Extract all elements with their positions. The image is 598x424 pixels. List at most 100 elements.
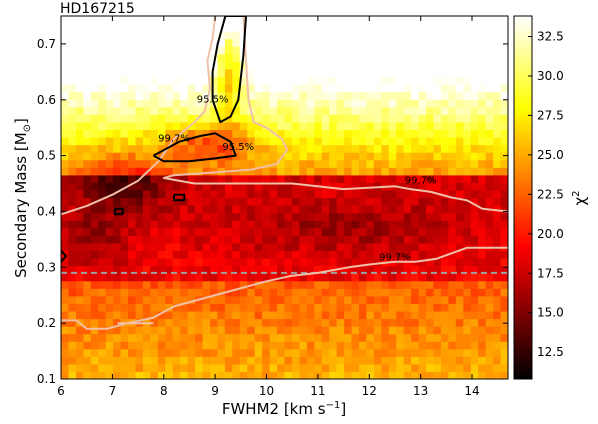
heatmap-cell (90, 174, 99, 183)
heatmap-cell (75, 129, 84, 138)
heatmap-cell (485, 220, 494, 229)
heatmap-cell (470, 46, 479, 55)
heatmap-cell (128, 129, 137, 138)
heatmap-cell (448, 53, 457, 62)
x-tick-label: 12 (362, 384, 377, 398)
heatmap-cell (128, 31, 137, 40)
heatmap-cell (232, 76, 241, 85)
heatmap-cell (433, 242, 442, 252)
heatmap-cell (433, 68, 442, 78)
heatmap-cell (396, 152, 405, 161)
heatmap-cell (165, 318, 174, 327)
heatmap-cell (455, 121, 464, 131)
heatmap-cell (239, 288, 248, 297)
heatmap-cell (478, 295, 487, 304)
heatmap-cell (411, 53, 420, 62)
heatmap-cell (485, 68, 494, 78)
heatmap-cell (373, 84, 382, 93)
heatmap-cell (493, 326, 502, 335)
heatmap-cell (321, 250, 330, 259)
heatmap-cell (202, 288, 211, 297)
heatmap-cell (336, 99, 345, 108)
heatmap-cell (373, 310, 382, 320)
heatmap-cell (217, 280, 226, 289)
heatmap-cell (202, 242, 211, 252)
heatmap-cell (277, 363, 286, 373)
heatmap-cell (485, 356, 494, 365)
heatmap-cell (493, 295, 502, 304)
heatmap-cell (411, 363, 420, 373)
heatmap-cell (187, 326, 196, 335)
heatmap-cell (150, 121, 159, 131)
heatmap-cell (150, 16, 159, 25)
heatmap-cell (426, 167, 435, 176)
heatmap-cell (448, 189, 457, 199)
heatmap-cell (381, 265, 390, 274)
heatmap-cell (105, 114, 114, 123)
heatmap-cell (135, 84, 144, 93)
heatmap-cell (306, 341, 315, 350)
contour-95-5-pct-line (173, 193, 186, 202)
heatmap-cell (269, 288, 278, 297)
heatmap-cell (344, 99, 353, 108)
heatmap-cell (254, 250, 263, 259)
heatmap-cell (195, 53, 204, 62)
heatmap-cell (448, 68, 457, 78)
heatmap-cell (284, 318, 293, 327)
heatmap-cell (105, 371, 114, 379)
heatmap-cell (68, 152, 77, 161)
heatmap-cell (306, 303, 315, 312)
heatmap-cell (172, 68, 181, 78)
heatmap-cell (433, 318, 442, 327)
heatmap-cell (247, 212, 256, 221)
heatmap-cell (180, 46, 189, 55)
heatmap-cell (336, 220, 345, 229)
confidence-contours (61, 16, 508, 330)
heatmap-cell (336, 121, 345, 131)
heatmap-cell (336, 333, 345, 342)
heatmap-cell (433, 348, 442, 357)
heatmap-cell (68, 288, 77, 297)
heatmap-cell (157, 38, 166, 47)
heatmap-cell (359, 303, 368, 312)
heatmap-cell (105, 174, 114, 183)
heatmap-cell (90, 280, 99, 289)
heatmap-cell (463, 265, 472, 274)
heatmap-cell (455, 295, 464, 304)
heatmap-cell (113, 333, 122, 342)
heatmap-cell (485, 189, 494, 199)
heatmap-cell (254, 197, 263, 206)
heatmap-cell (68, 318, 77, 327)
heatmap-cell (195, 106, 204, 115)
heatmap-cell (478, 121, 487, 131)
heatmap-cell (440, 220, 449, 229)
heatmap-cell (277, 242, 286, 252)
heatmap-cell (478, 99, 487, 108)
heatmap-cell (105, 288, 114, 297)
heatmap-cell (61, 363, 70, 373)
heatmap-cell (224, 189, 233, 199)
heatmap-cell (68, 159, 77, 168)
heatmap-cell (329, 258, 338, 267)
heatmap-cell (493, 99, 502, 108)
heatmap-cell (351, 212, 360, 221)
heatmap-cell (448, 295, 457, 304)
heatmap-cell (150, 91, 159, 100)
heatmap-cell (314, 121, 323, 131)
heatmap-cell (247, 189, 256, 199)
heatmap-cell (277, 159, 286, 168)
heatmap-cell (359, 23, 368, 32)
heatmap-cell (239, 68, 248, 78)
heatmap-cell (396, 341, 405, 350)
y-tick-label: 0.1 (37, 372, 56, 386)
heatmap-cell (180, 235, 189, 244)
heatmap-cell (254, 152, 263, 161)
heatmap-cell (247, 295, 256, 304)
heatmap-cell (314, 129, 323, 138)
heatmap-cell (247, 91, 256, 100)
heatmap-cell (411, 121, 420, 131)
heatmap-cell (150, 280, 159, 289)
heatmap-cell (128, 310, 137, 320)
heatmap-cell (463, 371, 472, 379)
heatmap-cell (478, 303, 487, 312)
